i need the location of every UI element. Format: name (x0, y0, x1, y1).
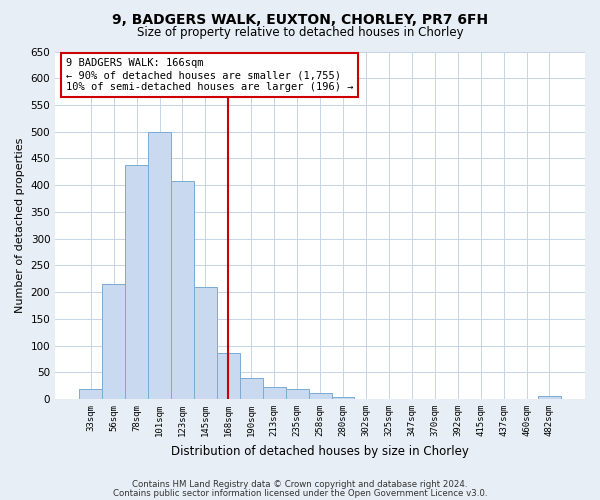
Bar (148, 132, 171, 399)
Bar (217, 352, 240, 399)
Bar (308, 392, 332, 399)
Bar (102, 284, 125, 399)
Text: Size of property relative to detached houses in Chorley: Size of property relative to detached ho… (137, 26, 463, 39)
Bar (79, 390, 102, 399)
Bar (171, 181, 194, 399)
Text: 9, BADGERS WALK, EUXTON, CHORLEY, PR7 6FH: 9, BADGERS WALK, EUXTON, CHORLEY, PR7 6F… (112, 12, 488, 26)
Bar (332, 397, 355, 399)
Bar (194, 287, 217, 399)
Bar (125, 165, 148, 399)
Text: Contains HM Land Registry data © Crown copyright and database right 2024.: Contains HM Land Registry data © Crown c… (132, 480, 468, 489)
Y-axis label: Number of detached properties: Number of detached properties (15, 138, 25, 313)
Text: Contains public sector information licensed under the Open Government Licence v3: Contains public sector information licen… (113, 488, 487, 498)
Bar (286, 390, 308, 399)
Bar (263, 388, 286, 399)
Text: 9 BADGERS WALK: 166sqm
← 90% of detached houses are smaller (1,755)
10% of semi-: 9 BADGERS WALK: 166sqm ← 90% of detached… (66, 58, 353, 92)
Bar (240, 378, 263, 399)
Bar (538, 396, 561, 399)
X-axis label: Distribution of detached houses by size in Chorley: Distribution of detached houses by size … (171, 444, 469, 458)
